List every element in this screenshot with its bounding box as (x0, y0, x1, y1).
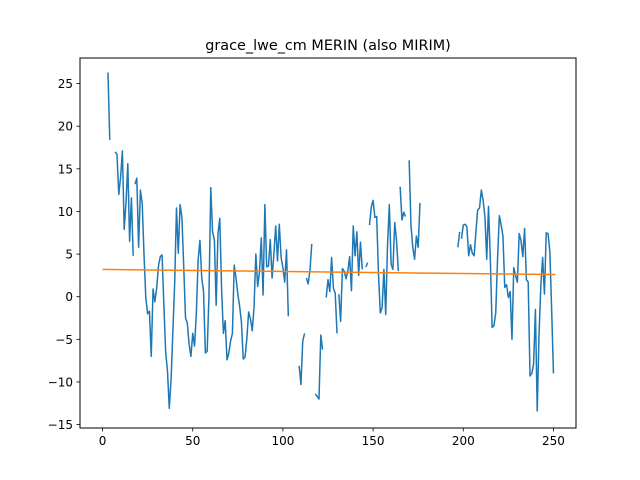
y-tick-label: 25 (58, 77, 73, 91)
y-tick-label: 0 (65, 290, 73, 304)
y-tick-label: −15 (48, 418, 73, 432)
y-tick-label: −5 (55, 333, 73, 347)
y-tick-label: 5 (65, 248, 73, 262)
y-tick-label: 10 (58, 205, 73, 219)
series-layer (102, 72, 556, 412)
x-tick-label: 200 (452, 434, 475, 448)
x-tick-label: 250 (542, 434, 565, 448)
ticks-layer: 0 50 100 150 200 250 −15 −10 −5 0 5 10 15 20 25 (48, 77, 565, 448)
series-line-2 (102, 268, 556, 276)
chart-title: grace_lwe_cm MERIN (also MIRIM) (205, 38, 450, 54)
y-tick-label: −10 (48, 375, 73, 389)
x-tick-label: 100 (271, 434, 294, 448)
plot-frame (79, 57, 577, 429)
x-tick-label: 0 (99, 434, 107, 448)
x-tick-label: 50 (185, 434, 200, 448)
y-tick-label: 15 (58, 162, 73, 176)
series-line-1 (107, 72, 555, 412)
y-tick-label: 20 (58, 120, 73, 134)
x-tick-label: 150 (362, 434, 385, 448)
